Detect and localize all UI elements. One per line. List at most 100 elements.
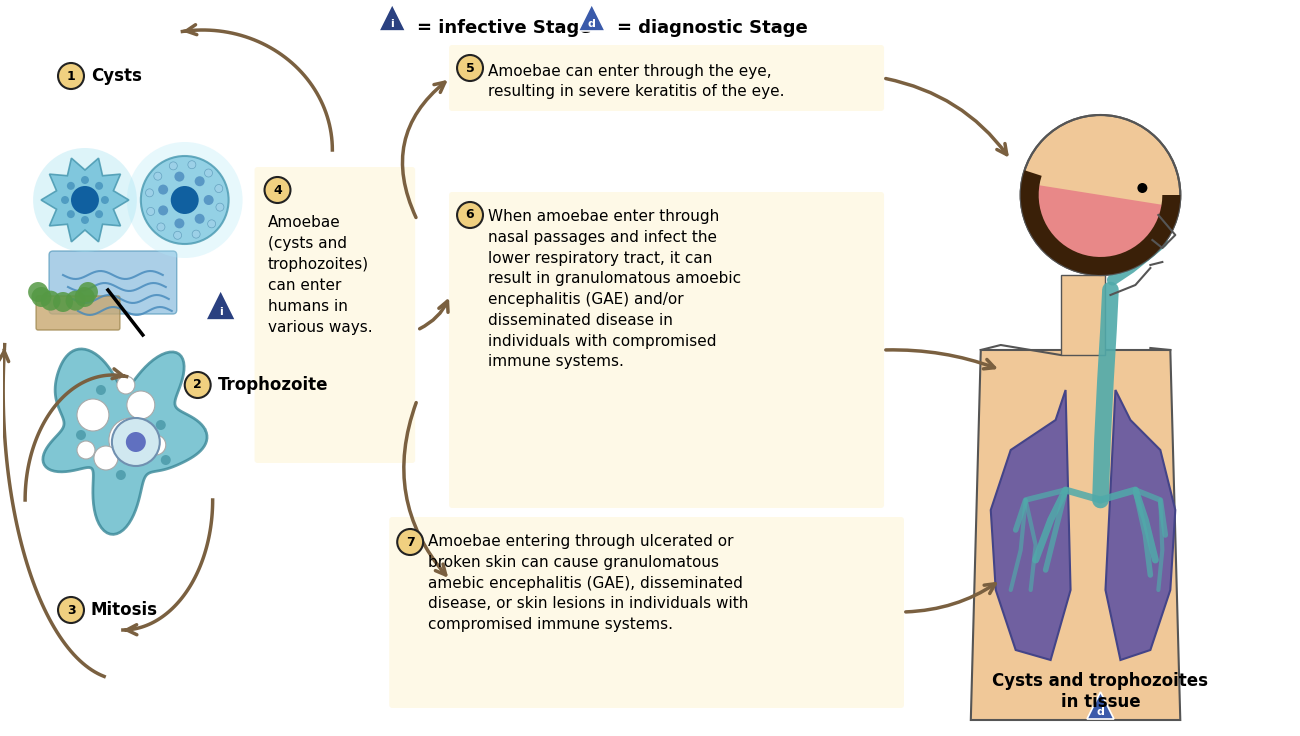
Circle shape	[204, 195, 213, 205]
Polygon shape	[43, 349, 207, 534]
Circle shape	[116, 470, 126, 480]
Circle shape	[1138, 183, 1148, 193]
Circle shape	[77, 441, 95, 459]
Text: 7: 7	[406, 536, 415, 548]
Text: = infective Stage: = infective Stage	[417, 19, 592, 37]
Circle shape	[398, 529, 423, 555]
Text: When amoebae enter through
nasal passages and infect the
lower respiratory tract: When amoebae enter through nasal passage…	[488, 209, 741, 369]
Circle shape	[31, 287, 52, 307]
Circle shape	[188, 160, 196, 169]
Circle shape	[112, 418, 160, 466]
Circle shape	[458, 202, 484, 228]
Circle shape	[74, 287, 95, 307]
Polygon shape	[378, 4, 406, 31]
Text: = diagnostic Stage: = diagnostic Stage	[616, 19, 807, 37]
Text: 3: 3	[66, 604, 75, 617]
Circle shape	[127, 142, 243, 258]
FancyBboxPatch shape	[389, 517, 904, 708]
Text: 6: 6	[465, 208, 474, 222]
Circle shape	[208, 220, 216, 228]
Circle shape	[195, 176, 204, 186]
Polygon shape	[1105, 390, 1175, 660]
Text: d: d	[588, 19, 595, 29]
Text: Cysts: Cysts	[91, 67, 142, 85]
Text: i: i	[218, 307, 222, 317]
Text: d: d	[1097, 707, 1105, 717]
Circle shape	[140, 156, 229, 244]
Circle shape	[157, 223, 165, 231]
Text: Amoebae entering through ulcerated or
broken skin can cause granulomatous
amebic: Amoebae entering through ulcerated or br…	[428, 534, 749, 632]
Circle shape	[95, 210, 103, 218]
Polygon shape	[971, 350, 1180, 720]
Text: Trophozoite: Trophozoite	[217, 376, 328, 394]
Circle shape	[458, 55, 484, 81]
FancyBboxPatch shape	[36, 296, 120, 330]
Circle shape	[216, 203, 224, 211]
Text: Amoebae
(cysts and
trophozoites)
can enter
humans in
various ways.: Amoebae (cysts and trophozoites) can ent…	[268, 215, 372, 335]
Circle shape	[161, 455, 170, 465]
Text: 1: 1	[66, 69, 75, 82]
Circle shape	[66, 210, 75, 218]
Circle shape	[109, 418, 153, 462]
FancyBboxPatch shape	[448, 192, 884, 508]
Circle shape	[1020, 115, 1180, 275]
Circle shape	[153, 172, 161, 180]
Circle shape	[29, 282, 48, 302]
Polygon shape	[991, 390, 1071, 660]
Text: Amoebae can enter through the eye,
resulting in severe keratitis of the eye.: Amoebae can enter through the eye, resul…	[488, 64, 784, 99]
Circle shape	[61, 196, 69, 204]
Text: 2: 2	[194, 378, 202, 392]
Circle shape	[66, 182, 75, 190]
FancyBboxPatch shape	[255, 167, 415, 463]
Circle shape	[146, 435, 166, 455]
Circle shape	[32, 148, 136, 252]
Circle shape	[53, 292, 73, 312]
Circle shape	[204, 169, 212, 177]
Polygon shape	[42, 158, 129, 242]
Circle shape	[169, 162, 177, 170]
Polygon shape	[205, 290, 235, 320]
Circle shape	[96, 385, 105, 395]
Circle shape	[95, 182, 103, 190]
Circle shape	[264, 177, 290, 203]
Circle shape	[94, 446, 118, 470]
Circle shape	[40, 291, 61, 311]
Circle shape	[185, 372, 211, 398]
Circle shape	[81, 176, 88, 184]
Circle shape	[58, 597, 84, 623]
Polygon shape	[578, 4, 606, 31]
Circle shape	[117, 376, 135, 394]
FancyBboxPatch shape	[49, 251, 177, 314]
Circle shape	[159, 185, 168, 194]
Circle shape	[174, 231, 182, 239]
Circle shape	[65, 291, 86, 311]
Polygon shape	[1020, 170, 1180, 275]
Polygon shape	[1087, 692, 1114, 719]
Circle shape	[156, 420, 166, 430]
Circle shape	[81, 216, 88, 224]
Circle shape	[72, 186, 99, 214]
Circle shape	[174, 219, 185, 228]
Circle shape	[146, 189, 153, 197]
Circle shape	[159, 205, 168, 216]
Circle shape	[214, 185, 222, 193]
Circle shape	[77, 399, 109, 431]
Circle shape	[147, 208, 155, 216]
Circle shape	[75, 430, 86, 440]
Circle shape	[127, 391, 155, 419]
Circle shape	[192, 230, 200, 238]
Circle shape	[195, 213, 204, 224]
Circle shape	[174, 171, 185, 182]
Text: Cysts and trophozoites
in tissue: Cysts and trophozoites in tissue	[992, 672, 1209, 711]
Circle shape	[101, 196, 109, 204]
Text: i: i	[390, 19, 394, 29]
Text: Mitosis: Mitosis	[91, 601, 159, 619]
Circle shape	[126, 432, 146, 452]
Text: 4: 4	[273, 183, 282, 197]
Polygon shape	[1023, 183, 1178, 273]
Bar	[1061, 275, 1105, 355]
Circle shape	[58, 63, 84, 89]
Circle shape	[78, 282, 98, 302]
Text: 5: 5	[465, 62, 474, 74]
Circle shape	[170, 186, 199, 214]
